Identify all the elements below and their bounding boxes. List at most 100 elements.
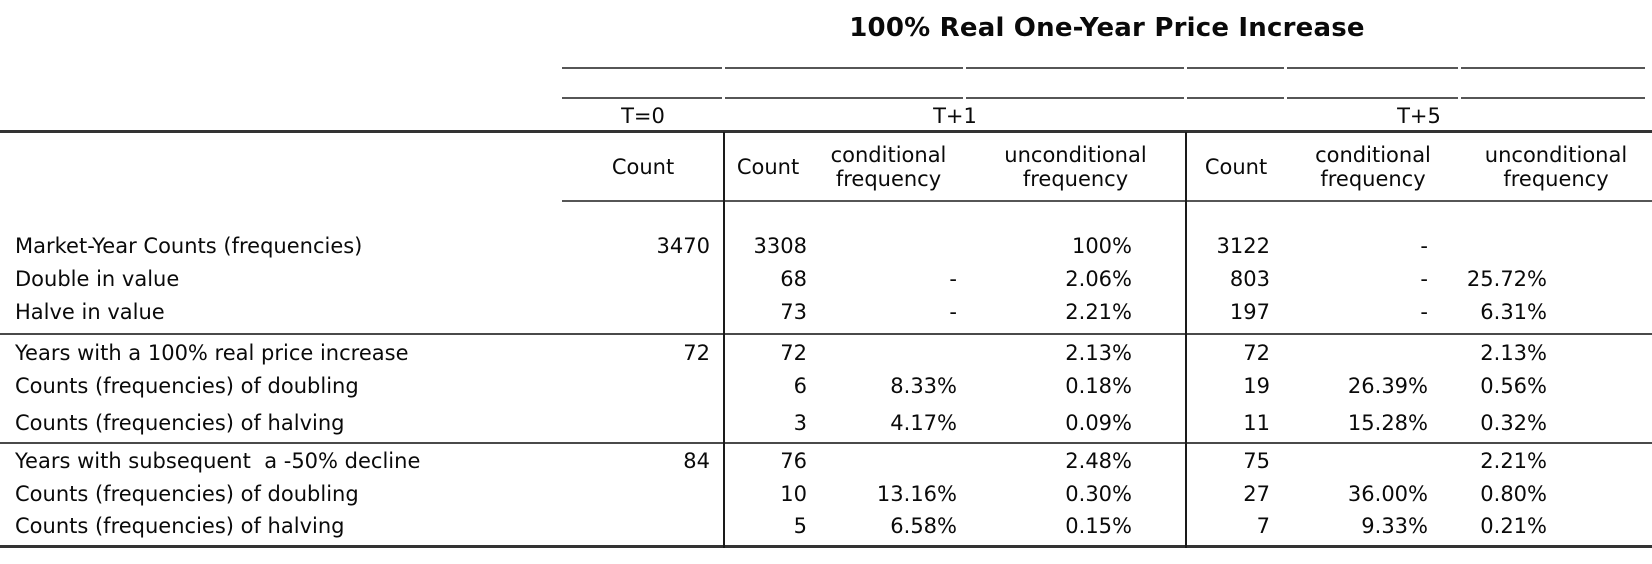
col-header-t5-count: Count <box>1204 154 1268 179</box>
column-header-row: Count Count conditional frequency uncond… <box>0 137 1652 197</box>
cell-t5-count: 72 <box>1243 340 1270 365</box>
top-rule-1 <box>562 67 1645 69</box>
col-header-t5-conditional-frequency: conditional frequency <box>1315 142 1431 191</box>
table-row: Counts (frequencies) of halving 3 4.17% … <box>0 406 1652 439</box>
cell-t5-unconditional: 0.56% <box>1480 373 1547 398</box>
cell-t1-conditional: 8.33% <box>890 373 957 398</box>
cell-t5-unconditional: 0.80% <box>1480 481 1547 506</box>
row-label: Counts (frequencies) of doubling <box>15 373 359 398</box>
row-label: Years with a 100% real price increase <box>15 340 409 365</box>
cell-t5-unconditional: 6.31% <box>1480 299 1547 324</box>
cell-t1-unconditional: 0.15% <box>1065 513 1132 538</box>
section-rule-1 <box>0 333 1652 335</box>
table-row: Years with a 100% real price increase 72… <box>0 336 1652 369</box>
table-row: Halve in value 73 - 2.21% 197 - 6.31% <box>0 295 1652 328</box>
table-row: Counts (frequencies) of doubling 10 13.1… <box>0 477 1652 510</box>
cell-t1-conditional: - <box>949 266 957 291</box>
cell-t5-unconditional: 2.21% <box>1480 448 1547 473</box>
bottom-rule <box>0 545 1652 548</box>
col-header-t1-count: Count <box>736 154 800 179</box>
cell-t1-unconditional: 2.48% <box>1065 448 1132 473</box>
cell-t5-unconditional: 2.13% <box>1480 340 1547 365</box>
col-header-t1-conditional-frequency: conditional frequency <box>830 142 947 191</box>
group-header-t1: T+1 <box>933 104 977 128</box>
rule-gap <box>963 67 966 69</box>
cell-t0-count: 3470 <box>656 233 710 258</box>
rule-gap <box>1284 67 1287 69</box>
vertical-rule-t0-t1 <box>723 132 725 548</box>
header-bottom-rule <box>562 200 1652 202</box>
cell-t5-count: 19 <box>1243 373 1270 398</box>
cell-t5-count: 27 <box>1243 481 1270 506</box>
row-label: Counts (frequencies) of halving <box>15 410 345 435</box>
cell-t1-conditional: - <box>949 299 957 324</box>
cell-t1-count: 73 <box>780 299 807 324</box>
cell-t5-conditional: - <box>1420 299 1428 324</box>
cell-t0-count: 72 <box>683 340 710 365</box>
rule-gap <box>722 67 725 69</box>
rule-gap <box>722 97 725 99</box>
cell-t1-count: 76 <box>780 448 807 473</box>
cell-t1-count: 6 <box>793 373 807 398</box>
group-header-row: T=0 T+1 T+5 <box>0 101 1652 131</box>
col-header-t5-unconditional-frequency: unconditional frequency <box>1484 142 1628 191</box>
cell-t5-count: 7 <box>1256 513 1270 538</box>
table-row: Double in value 68 - 2.06% 803 - 25.72% <box>0 262 1652 295</box>
cell-t5-unconditional: 0.32% <box>1480 410 1547 435</box>
cell-t5-count: 803 <box>1229 266 1270 291</box>
cell-t1-count: 5 <box>793 513 807 538</box>
cell-t1-unconditional: 100% <box>1071 233 1132 258</box>
cell-t5-unconditional: 25.72% <box>1466 266 1547 291</box>
rule-gap <box>1284 97 1287 99</box>
rule-gap <box>963 97 966 99</box>
row-label: Double in value <box>15 266 180 291</box>
cell-t1-unconditional: 2.21% <box>1065 299 1132 324</box>
cell-t1-conditional: 4.17% <box>890 410 957 435</box>
rule-gap <box>1184 67 1187 69</box>
cell-t1-conditional: 13.16% <box>876 481 957 506</box>
cell-t5-conditional: 36.00% <box>1347 481 1428 506</box>
cell-t5-count: 11 <box>1243 410 1270 435</box>
cell-t1-count: 68 <box>780 266 807 291</box>
rule-gap <box>1458 97 1461 99</box>
cell-t1-unconditional: 0.18% <box>1065 373 1132 398</box>
cell-t1-count: 72 <box>780 340 807 365</box>
vertical-rule-t1-t5 <box>1185 132 1187 548</box>
cell-t1-count: 3308 <box>753 233 807 258</box>
cell-t1-count: 10 <box>780 481 807 506</box>
cell-t1-count: 3 <box>793 410 807 435</box>
rule-gap <box>1458 67 1461 69</box>
header-top-rule <box>0 130 1652 133</box>
group-header-t0: T=0 <box>621 104 665 128</box>
cell-t1-unconditional: 2.13% <box>1065 340 1132 365</box>
cell-t1-unconditional: 2.06% <box>1065 266 1132 291</box>
top-rule-2 <box>562 97 1645 99</box>
cell-t5-conditional: 9.33% <box>1361 513 1428 538</box>
cell-t5-count: 197 <box>1229 299 1270 324</box>
cell-t5-count: 75 <box>1243 448 1270 473</box>
row-label: Halve in value <box>15 299 165 324</box>
cell-t1-conditional: 6.58% <box>890 513 957 538</box>
rule-gap <box>1184 97 1187 99</box>
table-title: 100% Real One-Year Price Increase <box>849 13 1365 43</box>
table-row: Counts (frequencies) of doubling 6 8.33%… <box>0 369 1652 402</box>
section-rule-2 <box>0 442 1652 444</box>
cell-t5-conditional: - <box>1420 233 1428 258</box>
cell-t0-count: 84 <box>683 448 710 473</box>
row-label: Counts (frequencies) of halving <box>15 513 345 538</box>
col-header-t1-unconditional-frequency: unconditional frequency <box>1004 142 1147 191</box>
table-row: Counts (frequencies) of halving 5 6.58% … <box>0 509 1652 542</box>
table-row: Years with subsequent a -50% decline 84 … <box>0 444 1652 477</box>
cell-t1-unconditional: 0.09% <box>1065 410 1132 435</box>
row-label: Counts (frequencies) of doubling <box>15 481 359 506</box>
col-header-t0-count: Count <box>611 154 675 179</box>
cell-t5-count: 3122 <box>1216 233 1270 258</box>
cell-t5-conditional: 15.28% <box>1347 410 1428 435</box>
row-label: Years with subsequent a -50% decline <box>15 448 421 473</box>
cell-t5-conditional: - <box>1420 266 1428 291</box>
cell-t5-unconditional: 0.21% <box>1480 513 1547 538</box>
cell-t5-conditional: 26.39% <box>1347 373 1428 398</box>
group-header-t5: T+5 <box>1397 104 1441 128</box>
cell-t1-unconditional: 0.30% <box>1065 481 1132 506</box>
